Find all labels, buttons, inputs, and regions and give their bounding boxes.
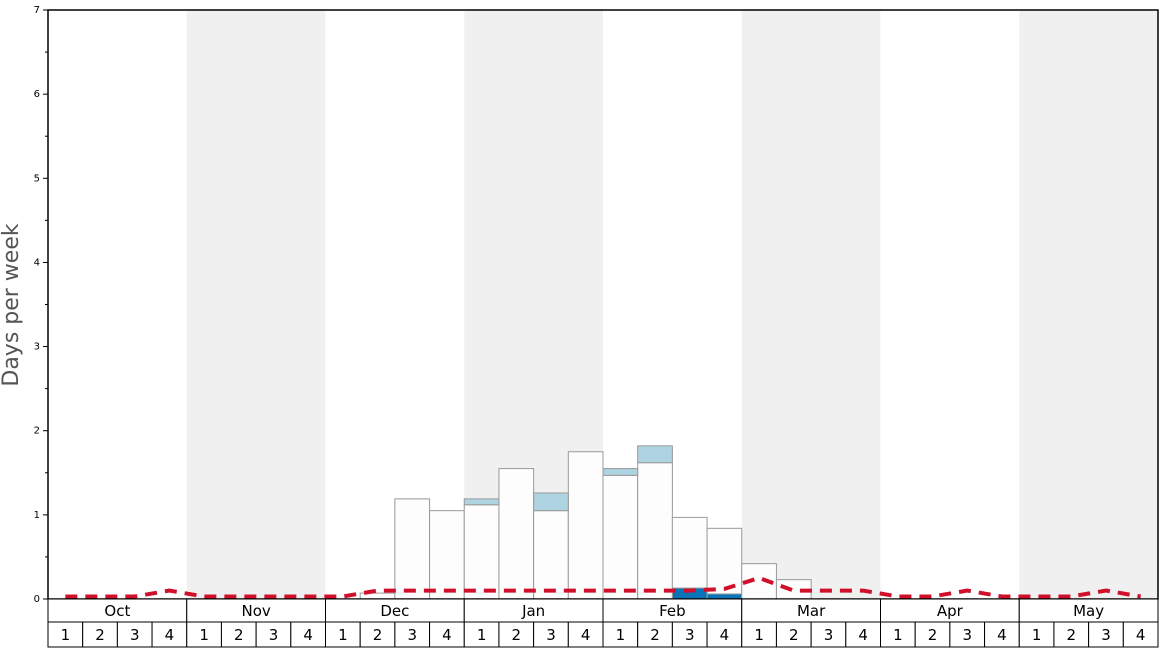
x-tick-label: 1 — [893, 626, 903, 644]
week-cell — [498, 621, 535, 648]
y-tick-label: 3 — [34, 342, 40, 353]
month-label: Oct — [104, 602, 130, 620]
week-cell — [914, 621, 951, 648]
week-cell — [533, 621, 569, 648]
week-cell — [984, 621, 1020, 648]
y-axis-label: Days per week — [0, 223, 24, 386]
week-cell — [637, 621, 673, 648]
x-tick-label: 4 — [165, 626, 175, 644]
month-label: May — [1073, 602, 1104, 620]
x-tick-label: 3 — [962, 626, 972, 644]
x-tick-label: 2 — [373, 626, 383, 644]
bar-segment — [533, 510, 569, 600]
x-tick-label: 3 — [824, 626, 834, 644]
y-tick-label: 2 — [34, 426, 40, 437]
month-label: Apr — [937, 602, 964, 620]
y-tick-label: 5 — [34, 173, 40, 184]
bar-segment — [671, 516, 708, 589]
y-tick-label: 0 — [34, 594, 40, 605]
y-tick-label: 7 — [34, 5, 40, 16]
week-cell — [775, 621, 812, 648]
x-tick-label: 4 — [581, 626, 591, 644]
bar-segment — [637, 445, 673, 464]
week-cell — [82, 621, 118, 648]
x-tick-label: 1 — [61, 626, 71, 644]
week-cell — [463, 621, 500, 648]
x-tick-label: 3 — [407, 626, 417, 644]
week-cell — [186, 621, 222, 648]
average-line — [65, 575, 1141, 599]
month-label: Nov — [241, 602, 270, 620]
x-tick-label: 4 — [303, 626, 313, 644]
week-cell — [116, 621, 153, 648]
bar-segment — [706, 527, 743, 595]
week-cell — [359, 621, 396, 648]
x-tick-label: 1 — [1032, 626, 1042, 644]
x-tick-label: 4 — [442, 626, 452, 644]
x-tick-label: 1 — [199, 626, 209, 644]
week-cell — [845, 621, 881, 648]
x-tick-label: 3 — [546, 626, 556, 644]
month-label: Jan — [521, 602, 545, 620]
bar-segment — [602, 468, 639, 476]
x-tick-label: 2 — [789, 626, 799, 644]
x-tick-label: 3 — [1101, 626, 1111, 644]
bar-segment — [429, 510, 465, 600]
month-band — [186, 10, 326, 599]
x-tick-label: 3 — [130, 626, 140, 644]
bar-segment — [463, 504, 500, 600]
x-tick-label: 2 — [95, 626, 105, 644]
y-tick-label: 1 — [34, 510, 40, 521]
x-tick-label: 2 — [234, 626, 244, 644]
month-label: Dec — [380, 602, 409, 620]
x-tick-label: 4 — [1136, 626, 1146, 644]
month-band — [1019, 10, 1158, 599]
week-cell — [394, 621, 431, 648]
bar-segment — [463, 498, 500, 506]
week-cell — [741, 621, 777, 648]
x-tick-label: 2 — [928, 626, 938, 644]
week-cell — [1122, 621, 1159, 648]
week-cell — [220, 621, 257, 648]
y-tick-label: 4 — [34, 257, 40, 268]
week-cell — [602, 621, 639, 648]
x-tick-label: 2 — [1067, 626, 1077, 644]
week-cell — [671, 621, 708, 648]
x-tick-label: 4 — [720, 626, 730, 644]
x-tick-label: 3 — [269, 626, 279, 644]
week-cell — [1018, 621, 1055, 648]
x-tick-label: 1 — [616, 626, 626, 644]
week-cell — [325, 621, 361, 648]
x-tick-label: 1 — [754, 626, 764, 644]
bar-segment — [567, 451, 604, 600]
month-label: Mar — [797, 602, 826, 620]
x-tick-label: 2 — [650, 626, 660, 644]
week-cell — [429, 621, 465, 648]
y-tick-label: 6 — [34, 89, 40, 100]
bar-segment — [706, 593, 743, 600]
month-band — [741, 10, 881, 599]
x-tick-label: 1 — [477, 626, 487, 644]
x-tick-label: 4 — [997, 626, 1007, 644]
bar-segment — [394, 498, 431, 600]
week-cell — [1053, 621, 1090, 648]
week-cell — [1088, 621, 1124, 648]
bar-segment — [498, 468, 535, 600]
x-tick-label: 2 — [512, 626, 522, 644]
bar-segment — [637, 462, 673, 600]
bar-segment — [602, 474, 639, 600]
week-cell — [810, 621, 847, 648]
month-label: Feb — [659, 602, 686, 620]
x-tick-label: 4 — [858, 626, 868, 644]
x-tick-label: 1 — [338, 626, 348, 644]
week-cell — [290, 621, 326, 648]
bar-segment — [533, 492, 569, 512]
x-tick-label: 3 — [685, 626, 695, 644]
